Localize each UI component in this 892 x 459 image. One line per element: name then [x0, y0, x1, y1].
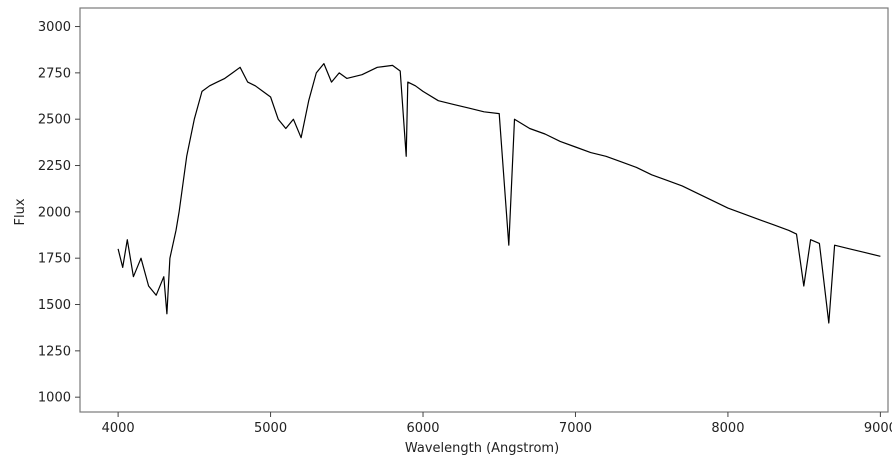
x-axis-label: Wavelength (Angstrom): [405, 441, 559, 456]
y-tick-label: 2500: [38, 113, 71, 128]
x-tick-label: 9000: [864, 421, 892, 436]
x-tick-label: 7000: [559, 421, 592, 436]
y-axis-ticks: 1000 1250 1500 1750 2000 2250 2500 2750 3000: [38, 20, 80, 406]
y-tick-label: 1000: [38, 391, 71, 406]
series-layer: [117, 62, 881, 324]
y-tick-label: 3000: [38, 20, 71, 35]
x-tick-label: 6000: [406, 421, 439, 436]
y-tick-label: 2750: [38, 66, 71, 81]
x-tick-label: 8000: [711, 421, 744, 436]
y-tick-label: 2250: [38, 159, 71, 174]
x-axis-ticks: 4000 5000 6000 7000 8000 9000: [102, 412, 892, 436]
flux-series-line: [117, 62, 881, 324]
x-tick-label: 5000: [254, 421, 287, 436]
y-tick-label: 1750: [38, 252, 71, 267]
y-axis-label: Flux: [13, 198, 28, 225]
y-tick-label: 2000: [38, 205, 71, 220]
x-tick-label: 4000: [102, 421, 135, 436]
y-tick-label: 1500: [38, 298, 71, 313]
y-tick-label: 1250: [38, 344, 71, 359]
plot-area-frame: [79, 7, 889, 413]
